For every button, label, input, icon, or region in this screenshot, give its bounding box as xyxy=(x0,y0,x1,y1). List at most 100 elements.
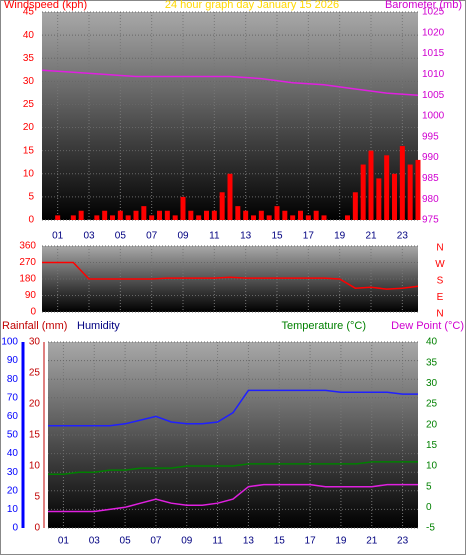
wind-bar xyxy=(313,210,319,220)
y-tick-label: 40 xyxy=(7,448,19,459)
x-tick-label: 19 xyxy=(334,231,346,242)
x-tick-label: 09 xyxy=(181,536,193,547)
wind-bar xyxy=(70,215,76,220)
compass-label: E xyxy=(437,292,444,303)
x-tick-label: 21 xyxy=(365,231,377,242)
y-tick-label: 25 xyxy=(23,99,35,110)
x-tick-label: 17 xyxy=(303,231,315,242)
wind-bar xyxy=(376,178,382,220)
wind-bar xyxy=(157,210,162,220)
temperature-label: Temperature (°C) xyxy=(282,320,366,332)
y-tick-label: 80 xyxy=(7,374,19,385)
x-tick-label: 17 xyxy=(305,536,317,547)
y2-tick-label: 0 xyxy=(426,502,432,513)
x-tick-label: 03 xyxy=(83,231,95,242)
x-tick-label: 11 xyxy=(209,231,220,242)
y2-tick-label: 35 xyxy=(426,357,438,368)
y-tick-label: 40 xyxy=(23,30,35,41)
wind-bar xyxy=(298,210,303,220)
wind-bar xyxy=(102,210,108,220)
y-tick-label: 45 xyxy=(23,7,35,18)
compass-label: N xyxy=(436,309,443,320)
x-tick-label: 07 xyxy=(146,231,158,242)
x-tick-label: 01 xyxy=(58,536,70,547)
wind-bar xyxy=(211,210,217,220)
wind-bar xyxy=(55,215,61,220)
compass-label: W xyxy=(435,259,445,270)
y2-tick-label: 5 xyxy=(426,481,432,492)
dewpoint-label: Dew Point (°C) xyxy=(391,320,464,332)
wind-bar xyxy=(251,215,256,220)
wind-bar xyxy=(125,215,131,220)
y3-tick-label: 20 xyxy=(29,399,41,410)
x-tick-label: 13 xyxy=(240,231,252,242)
y-tick-label: 270 xyxy=(19,257,36,268)
y2-tick-label: 1010 xyxy=(422,69,445,80)
wind-bar xyxy=(321,215,327,220)
y-tick-label: 0 xyxy=(12,523,18,534)
wind-bar xyxy=(290,215,296,220)
y3-tick-label: 0 xyxy=(34,523,40,534)
wind-bar xyxy=(415,159,421,220)
y-tick-label: 35 xyxy=(23,53,35,64)
series-line xyxy=(48,483,418,513)
wind-bar xyxy=(141,206,147,220)
humidity-label: Humidity xyxy=(77,320,120,332)
y2-tick-label: 30 xyxy=(426,378,438,389)
x-tick-label: 05 xyxy=(120,536,132,547)
y3-tick-label: 30 xyxy=(29,337,41,348)
wind-bar xyxy=(392,173,397,220)
wind-bar xyxy=(196,215,202,220)
y-tick-label: 180 xyxy=(19,274,36,285)
y3-tick-label: 15 xyxy=(29,430,41,441)
y3-tick-label: 5 xyxy=(34,492,40,503)
compass-label: N xyxy=(436,243,443,254)
wind-bar xyxy=(368,150,374,220)
x-tick-label: 23 xyxy=(397,536,409,547)
compass-label: S xyxy=(437,276,444,287)
y-tick-label: 30 xyxy=(7,467,19,478)
wind-bar xyxy=(172,215,178,220)
wind-bar xyxy=(110,215,115,220)
y2-tick-label: 40 xyxy=(426,337,438,348)
rainfall-label: Rainfall (mm) xyxy=(2,320,67,332)
chart-title: 24 hour graph day January 15 2026 xyxy=(165,0,339,11)
wind-bar xyxy=(149,215,155,220)
x-tick-label: 09 xyxy=(177,231,189,242)
wind-bar xyxy=(258,210,264,220)
x-tick-label: 07 xyxy=(150,536,162,547)
wind-bar xyxy=(188,210,194,220)
series-line xyxy=(48,461,418,476)
y-tick-label: 360 xyxy=(19,241,36,252)
y-tick-label: 20 xyxy=(7,485,19,496)
y2-tick-label: 985 xyxy=(422,173,439,184)
wind-bar xyxy=(282,210,288,220)
y2-tick-label: 15 xyxy=(426,440,438,451)
wind-bar xyxy=(305,215,311,220)
y2-tick-label: 10 xyxy=(426,461,438,472)
series-line xyxy=(41,69,419,96)
y2-tick-label: 1025 xyxy=(422,7,445,18)
y2-tick-label: 975 xyxy=(422,215,439,226)
wind-bar xyxy=(204,210,209,220)
y-tick-label: 0 xyxy=(28,215,34,226)
x-tick-label: 21 xyxy=(366,536,378,547)
windspeed-label: Windspeed (kph) xyxy=(4,0,87,11)
x-tick-label: 03 xyxy=(89,536,101,547)
x-tick-label: 23 xyxy=(397,231,409,242)
wind-bar xyxy=(407,164,413,220)
y2-tick-label: 990 xyxy=(422,152,439,163)
barometer-label: Barometer (mb) xyxy=(385,0,462,11)
wind-bar xyxy=(243,210,249,220)
wind-bar xyxy=(399,146,405,220)
wind-bar xyxy=(117,210,123,220)
y-tick-label: 100 xyxy=(1,337,18,348)
wind-bar xyxy=(227,173,233,220)
wind-bar xyxy=(352,192,358,220)
wind-bar xyxy=(274,206,280,220)
series-line xyxy=(42,261,419,290)
x-tick-label: 05 xyxy=(115,231,127,242)
y-tick-label: 20 xyxy=(23,122,35,133)
wind-bar xyxy=(164,210,170,220)
